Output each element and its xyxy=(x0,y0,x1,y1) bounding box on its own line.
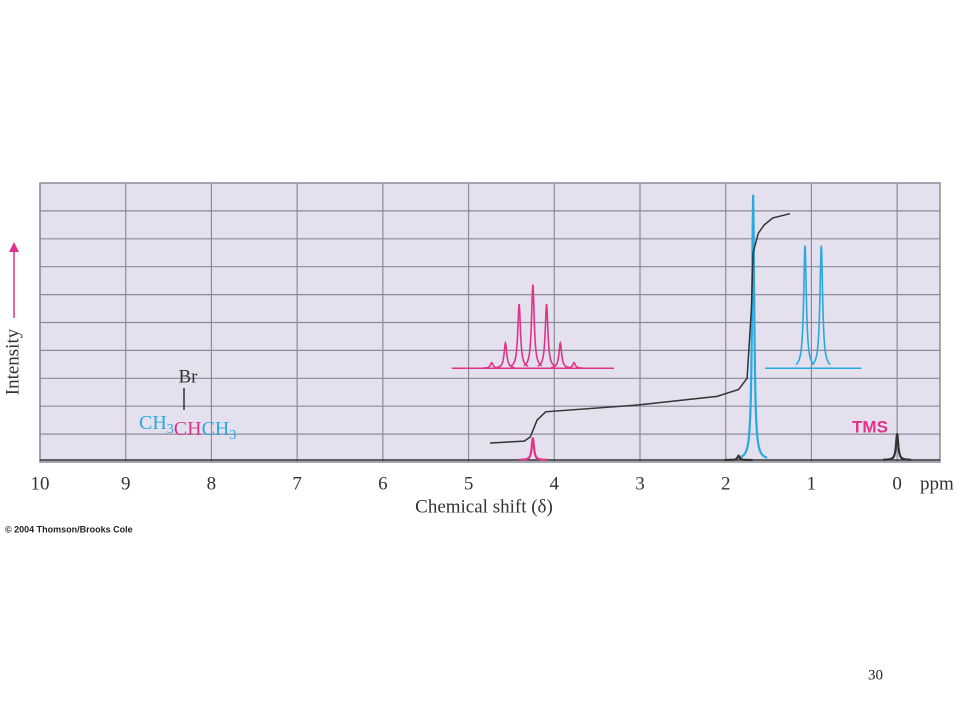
x-tick-label: 9 xyxy=(121,473,131,494)
inset-line xyxy=(795,245,815,366)
peak xyxy=(738,194,768,459)
y-axis-label: Intensity xyxy=(2,328,23,395)
x-tick-label: 2 xyxy=(721,473,731,494)
peak xyxy=(883,433,912,461)
x-tick-label: 1 xyxy=(807,473,817,494)
annotation: TMS xyxy=(852,417,888,436)
substituent: Br xyxy=(179,366,199,387)
x-tick-label: 4 xyxy=(550,473,560,494)
formula-part: CH xyxy=(202,418,230,440)
slide-number: 30 xyxy=(868,667,883,683)
x-tick-label: 10 xyxy=(31,473,50,494)
inset-line xyxy=(496,340,515,369)
inset-line xyxy=(523,284,543,367)
x-tick-label: 8 xyxy=(207,473,217,494)
x-tick-label: 7 xyxy=(292,473,302,494)
inset-line xyxy=(537,303,556,368)
y-arrow-head xyxy=(9,242,19,252)
inset-line xyxy=(564,361,584,369)
formula: CH3CHCH3 xyxy=(139,412,236,444)
peak xyxy=(724,454,753,462)
inset-line xyxy=(811,245,831,366)
integral-curve xyxy=(489,212,791,444)
x-tick-label: 3 xyxy=(635,473,645,494)
formula-subscript: 3 xyxy=(167,422,174,437)
formula-subscript: 3 xyxy=(229,428,236,443)
x-tick-label: 0 xyxy=(892,473,902,494)
x-tick-label: 6 xyxy=(378,473,388,494)
peak xyxy=(518,437,547,461)
x-tick-label: 5 xyxy=(464,473,474,494)
copyright: © 2004 Thomson/Brooks Cole xyxy=(5,524,133,534)
inset-line xyxy=(551,340,570,369)
x-unit: ppm xyxy=(920,473,954,494)
formula-part: CH xyxy=(139,412,167,434)
formula-part: CH xyxy=(174,418,202,440)
x-axis-label: Chemical shift (δ) xyxy=(415,496,553,517)
